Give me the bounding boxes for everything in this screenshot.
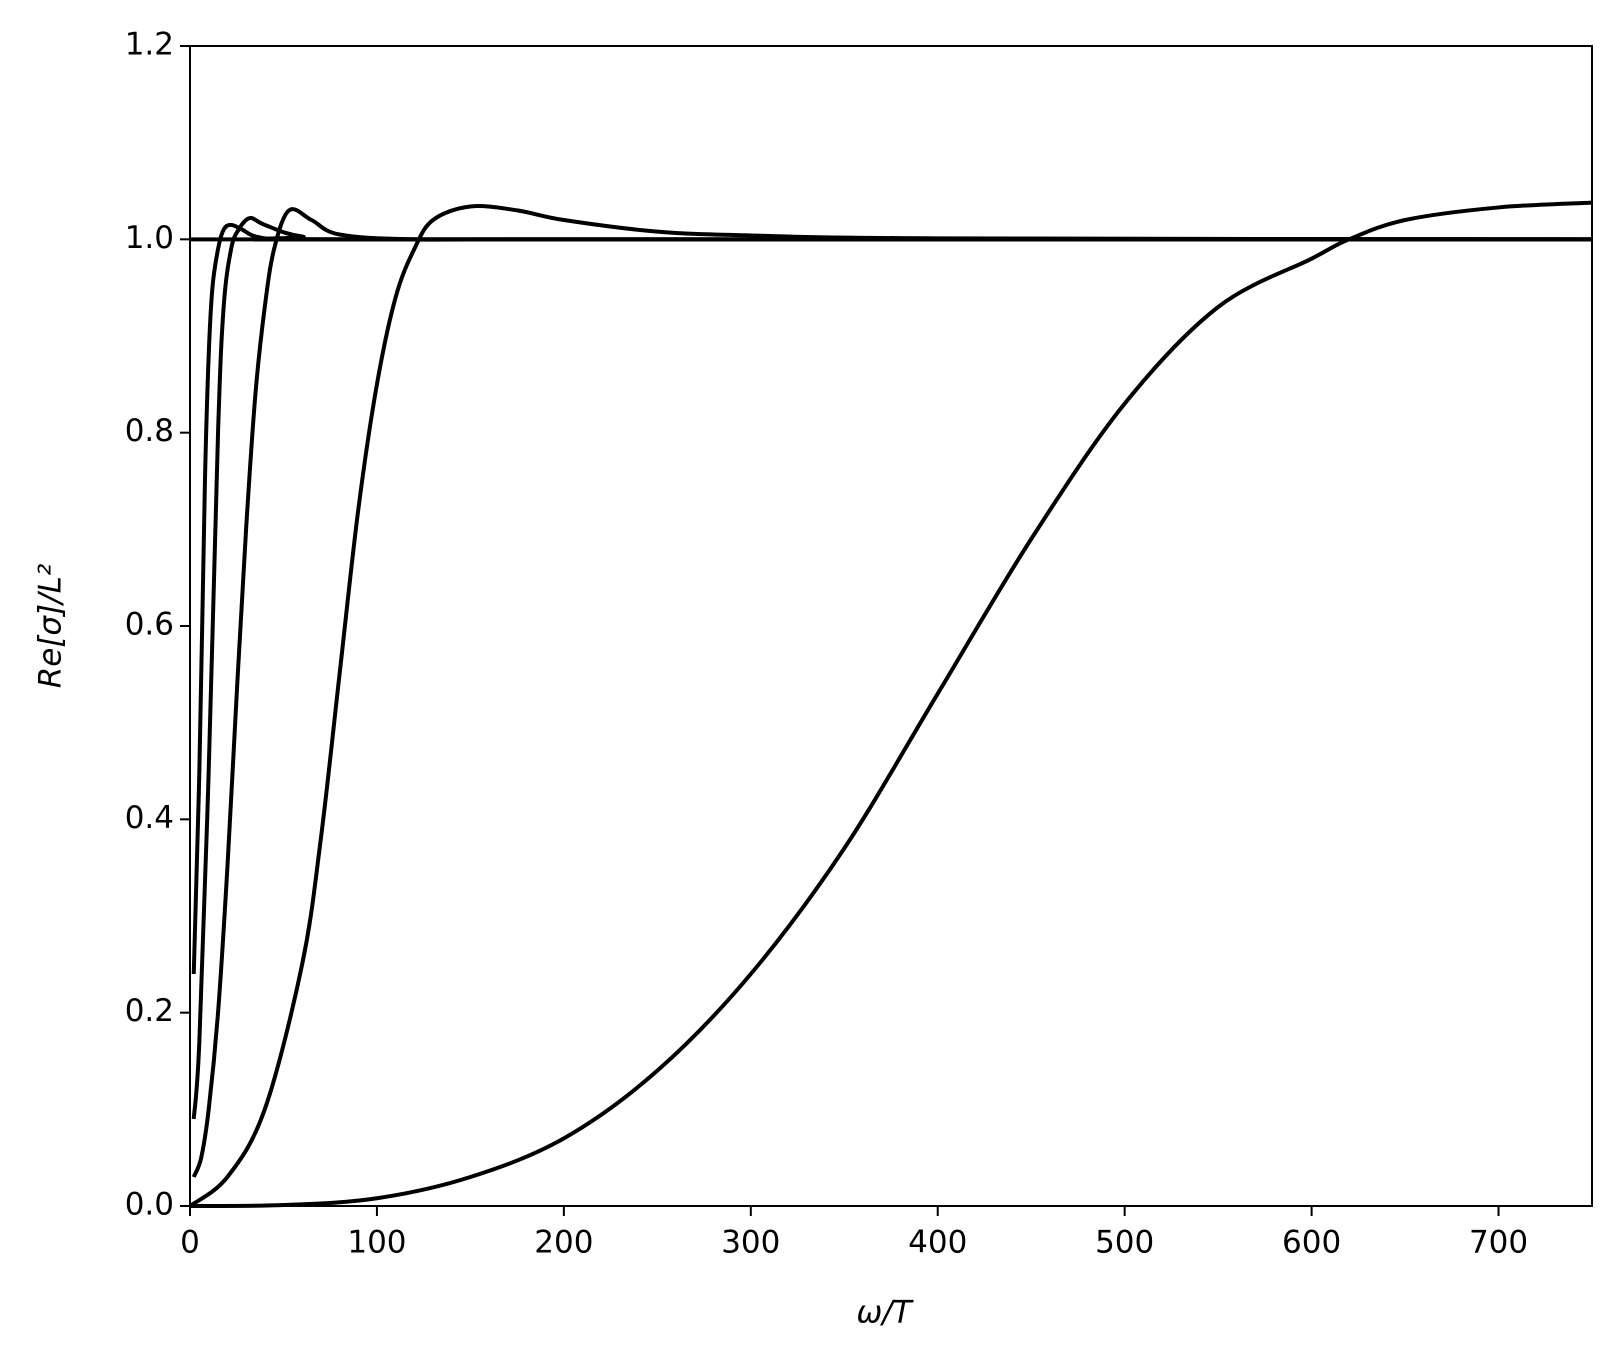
x-tick-label: 700 [1469, 1225, 1528, 1261]
y-tick-label: 1.2 [125, 27, 174, 63]
line-series [191, 216, 1593, 1120]
plot-frame [189, 45, 1593, 1207]
y-tick-label: 0.8 [125, 413, 174, 449]
x-tick-label: 500 [1095, 1225, 1154, 1261]
y-tick-label: 1.0 [125, 220, 174, 256]
x-tick-label: 300 [721, 1225, 780, 1261]
y-tick-label: 0.6 [125, 607, 174, 643]
y-axis-label: Re[σ]/L² [33, 564, 69, 689]
x-tick-label: 600 [1282, 1225, 1341, 1261]
x-axis-label: ω/T [856, 1295, 913, 1331]
x-tick-label: 200 [534, 1225, 593, 1261]
line-series [188, 204, 1593, 1208]
line-series [189, 200, 1593, 1208]
y-tick-label: 0.4 [125, 800, 174, 836]
x-tick-label: 0 [180, 1225, 200, 1261]
y-tick-label: 0.0 [125, 1187, 174, 1223]
x-tick-label: 400 [908, 1225, 967, 1261]
line-series [191, 222, 1592, 975]
line-series [191, 207, 1592, 1178]
y-tick-label: 0.2 [125, 993, 174, 1029]
x-tick-label: 100 [347, 1225, 406, 1261]
